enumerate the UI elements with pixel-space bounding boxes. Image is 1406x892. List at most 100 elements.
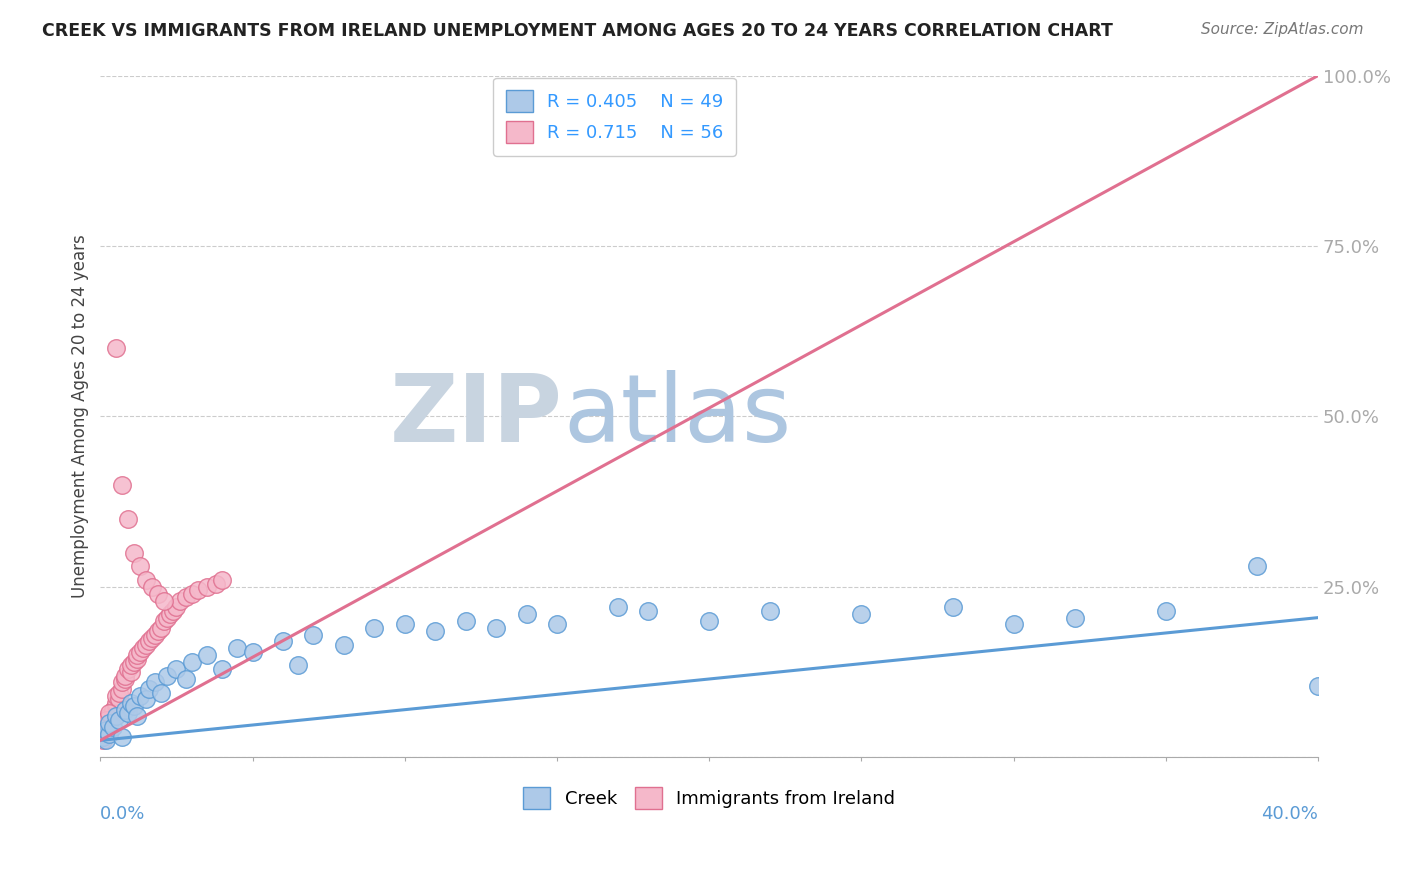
- Point: [104, 699, 127, 714]
- Point: [122, 699, 145, 714]
- Point: [159, 607, 181, 622]
- Point: [394, 617, 416, 632]
- Point: [166, 600, 188, 615]
- Point: [454, 614, 477, 628]
- Point: [187, 583, 209, 598]
- Point: [242, 645, 264, 659]
- Point: [96, 733, 118, 747]
- Point: [148, 624, 170, 639]
- Point: [143, 675, 166, 690]
- Point: [156, 610, 179, 624]
- Point: [101, 703, 124, 717]
- Point: [117, 512, 139, 526]
- Point: [111, 477, 134, 491]
- Legend: Creek, Immigrants from Ireland: Creek, Immigrants from Ireland: [516, 780, 903, 816]
- Point: [104, 689, 127, 703]
- Point: [117, 662, 139, 676]
- Point: [98, 706, 121, 720]
- Point: [485, 621, 508, 635]
- Point: [98, 709, 121, 723]
- Point: [107, 692, 129, 706]
- Point: [174, 672, 197, 686]
- Point: [135, 692, 157, 706]
- Text: 40.0%: 40.0%: [1261, 805, 1319, 823]
- Point: [148, 587, 170, 601]
- Point: [117, 706, 139, 720]
- Text: CREEK VS IMMIGRANTS FROM IRELAND UNEMPLOYMENT AMONG AGES 20 TO 24 YEARS CORRELAT: CREEK VS IMMIGRANTS FROM IRELAND UNEMPLO…: [42, 22, 1114, 40]
- Text: atlas: atlas: [564, 370, 792, 462]
- Point: [195, 648, 218, 662]
- Point: [546, 617, 568, 632]
- Point: [166, 662, 188, 676]
- Point: [122, 655, 145, 669]
- Point: [120, 665, 142, 680]
- Point: [129, 559, 152, 574]
- Point: [153, 593, 176, 607]
- Point: [107, 713, 129, 727]
- Point: [697, 614, 720, 628]
- Point: [93, 730, 115, 744]
- Point: [138, 634, 160, 648]
- Point: [114, 668, 136, 682]
- Y-axis label: Unemployment Among Ages 20 to 24 years: Unemployment Among Ages 20 to 24 years: [72, 235, 89, 599]
- Point: [141, 580, 163, 594]
- Point: [129, 689, 152, 703]
- Point: [271, 634, 294, 648]
- Point: [180, 655, 202, 669]
- Point: [333, 638, 356, 652]
- Point: [98, 720, 121, 734]
- Point: [169, 593, 191, 607]
- Point: [93, 733, 115, 747]
- Point: [96, 723, 118, 738]
- Point: [111, 682, 134, 697]
- Text: Source: ZipAtlas.com: Source: ZipAtlas.com: [1201, 22, 1364, 37]
- Point: [302, 628, 325, 642]
- Point: [111, 730, 134, 744]
- Text: 0.0%: 0.0%: [100, 805, 146, 823]
- Point: [942, 600, 965, 615]
- Point: [96, 713, 118, 727]
- Point: [125, 651, 148, 665]
- Point: [125, 648, 148, 662]
- Point: [363, 621, 385, 635]
- Point: [107, 685, 129, 699]
- Point: [129, 645, 152, 659]
- Point: [104, 341, 127, 355]
- Point: [98, 726, 121, 740]
- Point: [150, 685, 173, 699]
- Point: [93, 730, 115, 744]
- Point: [101, 720, 124, 734]
- Point: [135, 573, 157, 587]
- Point: [104, 696, 127, 710]
- Point: [114, 672, 136, 686]
- Point: [96, 723, 118, 738]
- Point: [125, 709, 148, 723]
- Point: [111, 675, 134, 690]
- Point: [637, 604, 659, 618]
- Point: [114, 703, 136, 717]
- Point: [211, 662, 233, 676]
- Point: [120, 696, 142, 710]
- Point: [96, 713, 118, 727]
- Point: [180, 587, 202, 601]
- Point: [98, 716, 121, 731]
- Point: [1246, 559, 1268, 574]
- Point: [759, 604, 782, 618]
- Point: [104, 709, 127, 723]
- Point: [211, 573, 233, 587]
- Point: [138, 682, 160, 697]
- Point: [143, 628, 166, 642]
- Point: [287, 658, 309, 673]
- Point: [174, 590, 197, 604]
- Text: ZIP: ZIP: [391, 370, 564, 462]
- Point: [96, 726, 118, 740]
- Point: [851, 607, 873, 622]
- Point: [132, 641, 155, 656]
- Point: [153, 614, 176, 628]
- Point: [516, 607, 538, 622]
- Point: [1308, 679, 1330, 693]
- Point: [122, 546, 145, 560]
- Point: [425, 624, 447, 639]
- Point: [205, 576, 228, 591]
- Point: [156, 668, 179, 682]
